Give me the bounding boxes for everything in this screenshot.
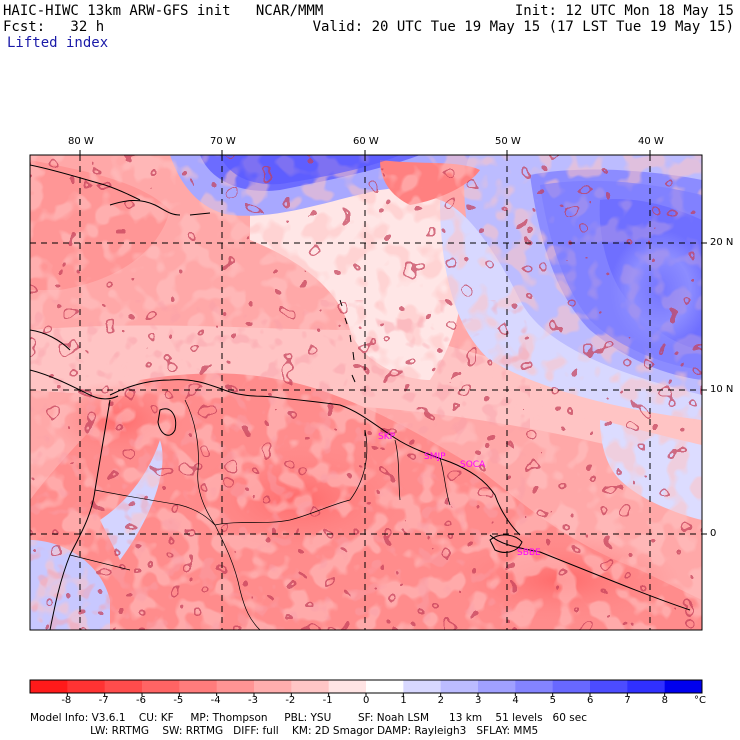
lat-label-0: 0 (710, 528, 717, 539)
colorbar-tick-label: 5 (549, 695, 557, 706)
colorbar-tick-label: 8 (661, 695, 669, 706)
forecast-hour: Fcst: 32 h (3, 19, 105, 35)
colorbar-tick-label: 1 (400, 695, 407, 706)
lon-label-50w: 50 W (495, 136, 521, 147)
colorbar-tick-label: 4 (512, 695, 519, 706)
colorbar-tick-label: -3 (248, 695, 258, 706)
model-info-line1: Model Info: V3.6.1 CU: KF MP: Thompson P… (30, 712, 587, 724)
colorbar-tick-label: -2 (285, 695, 296, 706)
station-label: SOCA (460, 460, 486, 470)
station-label: SMJP (424, 452, 446, 462)
colorbar-tick-label: 6 (587, 695, 594, 706)
field-name: Lifted index (7, 35, 109, 51)
station-label: SKP (378, 432, 396, 442)
lon-label-60w: 60 W (353, 136, 379, 147)
colorbar-unit: °C (694, 695, 706, 706)
lat-label-20n: 20 N (710, 237, 734, 248)
valid-time: Valid: 20 UTC Tue 19 May 15 (17 LST Tue … (312, 19, 734, 35)
lat-label-10n: 10 N (710, 384, 734, 395)
title-line: HAIC-HIWC 13km ARW-GFS init NCAR/MMM (3, 3, 324, 19)
colorbar-tick-label: -4 (210, 695, 221, 706)
init-time: Init: 12 UTC Mon 18 May 15 (514, 3, 734, 19)
map-field (30, 155, 702, 630)
colorbar-tick-label: -6 (136, 695, 146, 706)
colorbar-tick-label: -7 (98, 695, 109, 706)
colorbar-tick-label: 3 (475, 695, 482, 706)
lon-label-70w: 70 W (210, 136, 236, 147)
colorbar-tick-label: -8 (61, 695, 72, 706)
colorbar-tick-label: 2 (437, 695, 445, 706)
colorbar-tick-label: -5 (173, 695, 184, 706)
station-label: SBBE (517, 548, 541, 558)
lon-label-80w: 80 W (68, 136, 94, 147)
model-info-line2: LW: RRTMG SW: RRTMG DIFF: full KM: 2D Sm… (30, 725, 539, 737)
map-frame (29, 154, 703, 631)
colorbar-tick-label: -1 (322, 695, 333, 706)
colorbar-tick-label: 0 (363, 695, 370, 706)
lon-label-40w: 40 W (638, 136, 664, 147)
colorbar-tick-label: 7 (624, 695, 631, 706)
